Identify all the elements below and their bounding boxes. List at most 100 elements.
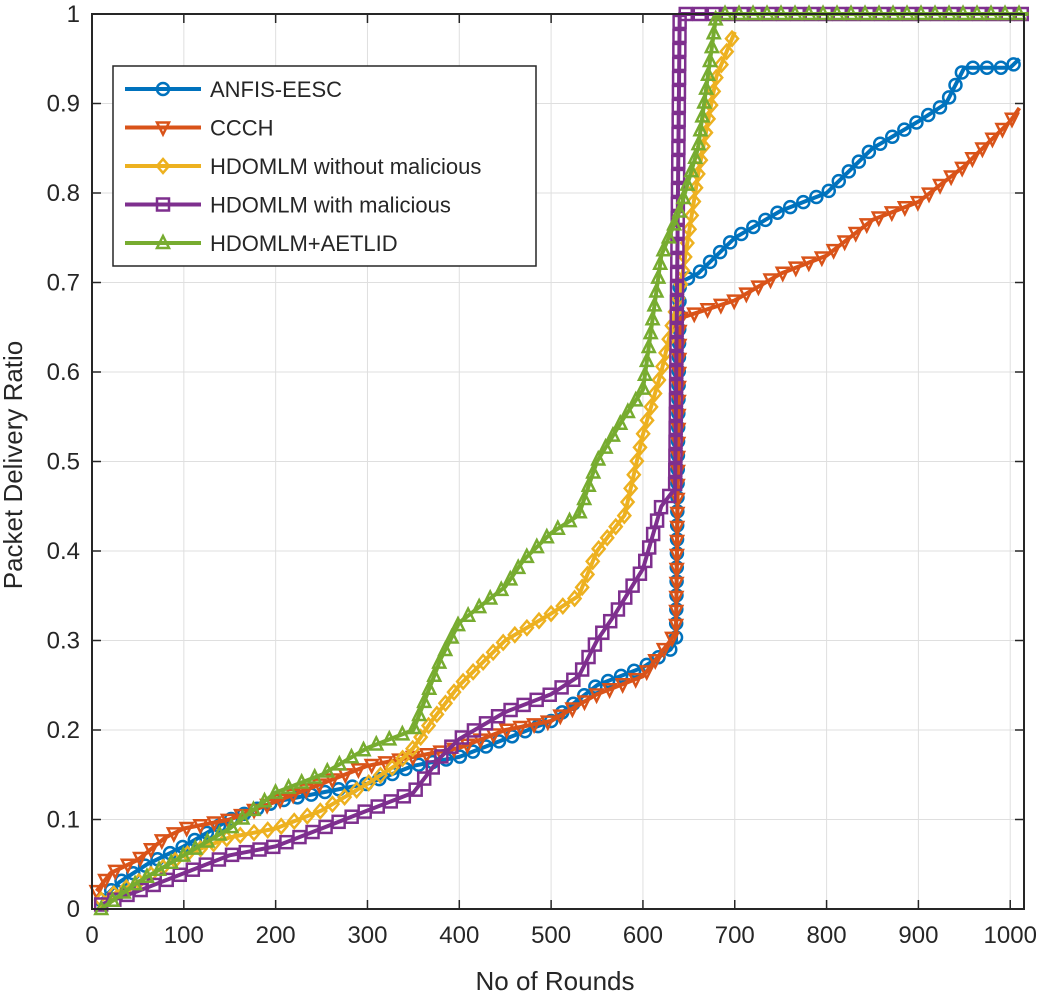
data-point	[602, 613, 618, 629]
data-point	[502, 569, 519, 586]
data-point	[394, 724, 411, 741]
data-point	[246, 823, 262, 842]
data-point	[627, 390, 644, 407]
data-point	[549, 518, 566, 536]
data-point	[616, 506, 632, 525]
data-point	[368, 734, 385, 751]
data-point	[979, 60, 995, 75]
data-point	[485, 643, 501, 662]
data-point	[425, 760, 441, 775]
legend-entry: HDOMLM+AETLID	[125, 231, 398, 256]
data-point	[787, 261, 804, 278]
data-point	[965, 60, 981, 75]
data-point	[343, 747, 360, 764]
x-tick-label: 900	[898, 922, 938, 949]
data-point	[119, 858, 136, 875]
data-point	[672, 42, 687, 58]
x-tick-label: 700	[715, 922, 755, 949]
data-point	[638, 665, 655, 682]
data-point	[897, 122, 912, 137]
data-point	[585, 552, 601, 571]
y-axis-title: Packet Delivery Ratio	[0, 341, 28, 590]
data-point	[632, 438, 648, 457]
data-point	[495, 633, 511, 652]
legend-label: CCCH	[210, 116, 274, 141]
data-point	[679, 174, 696, 191]
data-point	[690, 134, 707, 151]
data-point	[585, 462, 602, 479]
data-point	[155, 197, 171, 212]
y-tick-label: 0.5	[47, 449, 80, 476]
series-group	[88, 4, 1030, 916]
data-point	[349, 781, 365, 799]
data-point	[669, 336, 684, 352]
data-point	[331, 754, 348, 771]
data-point	[554, 680, 569, 695]
data-point	[636, 364, 653, 382]
y-tick-label: 0.7	[47, 270, 80, 297]
data-point	[699, 303, 716, 320]
data-point	[610, 602, 626, 617]
x-axis-ticks: 0 100 200 300 400 500 600 700 800 900 1000	[85, 14, 1037, 949]
data-point	[561, 511, 578, 528]
data-point	[669, 294, 685, 310]
data-point	[643, 397, 659, 416]
data-point	[528, 537, 545, 554]
data-point	[647, 654, 664, 671]
data-point	[762, 273, 779, 290]
data-point	[187, 832, 203, 848]
data-point	[493, 580, 510, 597]
data-point	[809, 189, 824, 205]
data-point	[293, 772, 310, 789]
data-point	[667, 476, 683, 492]
data-point	[671, 84, 687, 100]
data-point	[758, 212, 773, 228]
x-tick-label: 300	[347, 922, 387, 949]
data-point	[954, 161, 971, 178]
data-point	[618, 590, 633, 605]
data-point	[142, 842, 159, 860]
data-point	[861, 144, 877, 160]
data-point	[851, 154, 867, 169]
data-point	[770, 205, 785, 221]
data-point	[650, 267, 667, 284]
data-point	[733, 226, 749, 242]
data-point	[600, 673, 616, 689]
y-tick-label: 0.9	[47, 91, 80, 118]
data-point	[644, 309, 661, 326]
data-point	[411, 705, 428, 722]
data-point	[155, 157, 171, 175]
data-point	[485, 728, 502, 745]
y-tick-label: 0.1	[47, 807, 80, 834]
data-point	[429, 705, 445, 724]
data-point	[384, 758, 400, 777]
data-point	[286, 812, 302, 831]
data-point	[746, 219, 761, 235]
data-point	[964, 152, 981, 169]
data-point	[588, 688, 605, 705]
data-point	[664, 631, 681, 648]
data-point	[552, 709, 569, 726]
data-point	[738, 287, 755, 304]
data-point	[455, 672, 471, 691]
data-point	[726, 294, 743, 311]
data-point	[640, 337, 657, 354]
data-point	[408, 782, 423, 797]
data-point	[623, 479, 639, 498]
data-point	[437, 640, 454, 657]
data-point	[394, 749, 411, 768]
legend-label: HDOMLM without malicious	[210, 154, 481, 179]
data-point	[175, 845, 192, 862]
data-point	[299, 807, 315, 826]
data-point	[671, 112, 686, 128]
data-point	[646, 295, 663, 312]
data-point	[627, 672, 644, 689]
data-point	[434, 749, 449, 764]
data-point	[655, 240, 672, 257]
data-point	[591, 539, 607, 558]
data-point	[446, 683, 462, 702]
data-point	[619, 493, 636, 511]
x-tick-label: 100	[164, 922, 204, 949]
legend-entry: CCCH	[125, 116, 274, 141]
data-point	[178, 821, 195, 838]
